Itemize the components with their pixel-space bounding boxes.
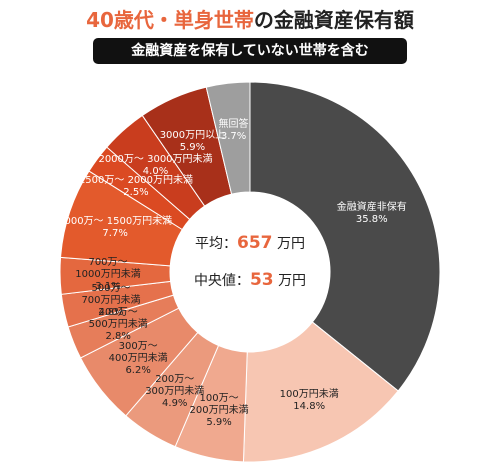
category-label: 2000万～ 3000万円未満 <box>98 154 213 165</box>
slice-label: 金融資産非保有 35.8% <box>337 202 407 226</box>
category-label: 100万～ 200万円未満 <box>189 392 249 416</box>
mean-value: 657 <box>237 233 273 253</box>
slice <box>249 81 441 392</box>
category-label: 400万～ 500万円未満 <box>88 306 148 330</box>
value-label: 2.8% <box>105 330 131 342</box>
category-label: 無回答 <box>218 118 249 130</box>
value-label: 5.9% <box>206 416 232 428</box>
mean: 平均：657 万円 <box>170 233 330 253</box>
mean-label: 平均： <box>195 236 238 252</box>
value-label: 35.8% <box>355 213 388 225</box>
category-label: 500万～ 700万円未満 <box>81 282 141 306</box>
median: 中央値：53 万円 <box>170 270 330 290</box>
value-label: 2.8% <box>98 306 124 318</box>
category-label: 100万円未満 <box>279 389 339 401</box>
median-value: 53 <box>249 270 274 290</box>
title-rest: の金融資産保有額 <box>253 8 414 32</box>
slice <box>205 81 251 195</box>
slice-label: 1500万～ 2000万円未満 2.5% <box>79 175 193 199</box>
slice-label: 3000万円以上 5.9% <box>160 130 225 154</box>
category-label: 3000万円以上 <box>159 130 226 142</box>
category-label: 1500万～ 2000万円未満 <box>78 175 194 187</box>
subtitle: 金融資産を保有していない世帯を含む <box>93 38 407 64</box>
category-label: 300万～ 400万円未満 <box>108 341 168 365</box>
slice-label: 1000万～ 1500万円未満 7.7% <box>58 216 172 240</box>
slice-label: 200万～ 300万円未満 4.9% <box>145 374 204 410</box>
value-label: 2.5% <box>123 187 149 199</box>
unit: 万円 <box>278 273 307 289</box>
value-label: 6.2% <box>125 365 151 377</box>
slice-label: 2000万～ 3000万円未満 4.0% <box>98 154 212 178</box>
category-label: 1000万～ 1500万円未満 <box>58 215 173 227</box>
value-label: 4.9% <box>162 398 188 410</box>
slice-label: 100万円未満 14.8% <box>280 389 339 413</box>
slice-label: 100万～ 200万円未満 5.9% <box>190 393 249 429</box>
slice <box>242 321 399 463</box>
value-label: 3.7% <box>220 130 247 142</box>
category-label: 金融資産非保有 <box>336 201 407 213</box>
slice-label: 500万～ 700万円未満 2.8% <box>81 283 140 319</box>
value-label: 3.1% <box>95 280 121 292</box>
value-label: 5.9% <box>179 142 206 154</box>
value-label: 4.0% <box>142 166 169 177</box>
category-label: 200万～ 300万円未満 <box>145 374 205 398</box>
unit: 万円 <box>276 236 305 252</box>
title: 40歳代・単身世帯の金融資産保有額 <box>0 4 500 33</box>
slice-label: 700万～ 1000万円未満 3.1% <box>75 257 140 293</box>
slice-label: 無回答 3.7% <box>219 119 249 143</box>
slice-label: 400万～ 500万円未満 2.8% <box>89 307 148 343</box>
slice-label: 300万～ 400万円未満 6.2% <box>109 341 168 377</box>
value-label: 7.7% <box>102 227 128 239</box>
median-label: 中央値： <box>193 273 250 289</box>
category-label: 700万～ 1000万円未満 <box>75 256 141 280</box>
title-highlight: 40歳代・単身世帯 <box>86 8 254 32</box>
value-label: 14.8% <box>293 401 326 413</box>
